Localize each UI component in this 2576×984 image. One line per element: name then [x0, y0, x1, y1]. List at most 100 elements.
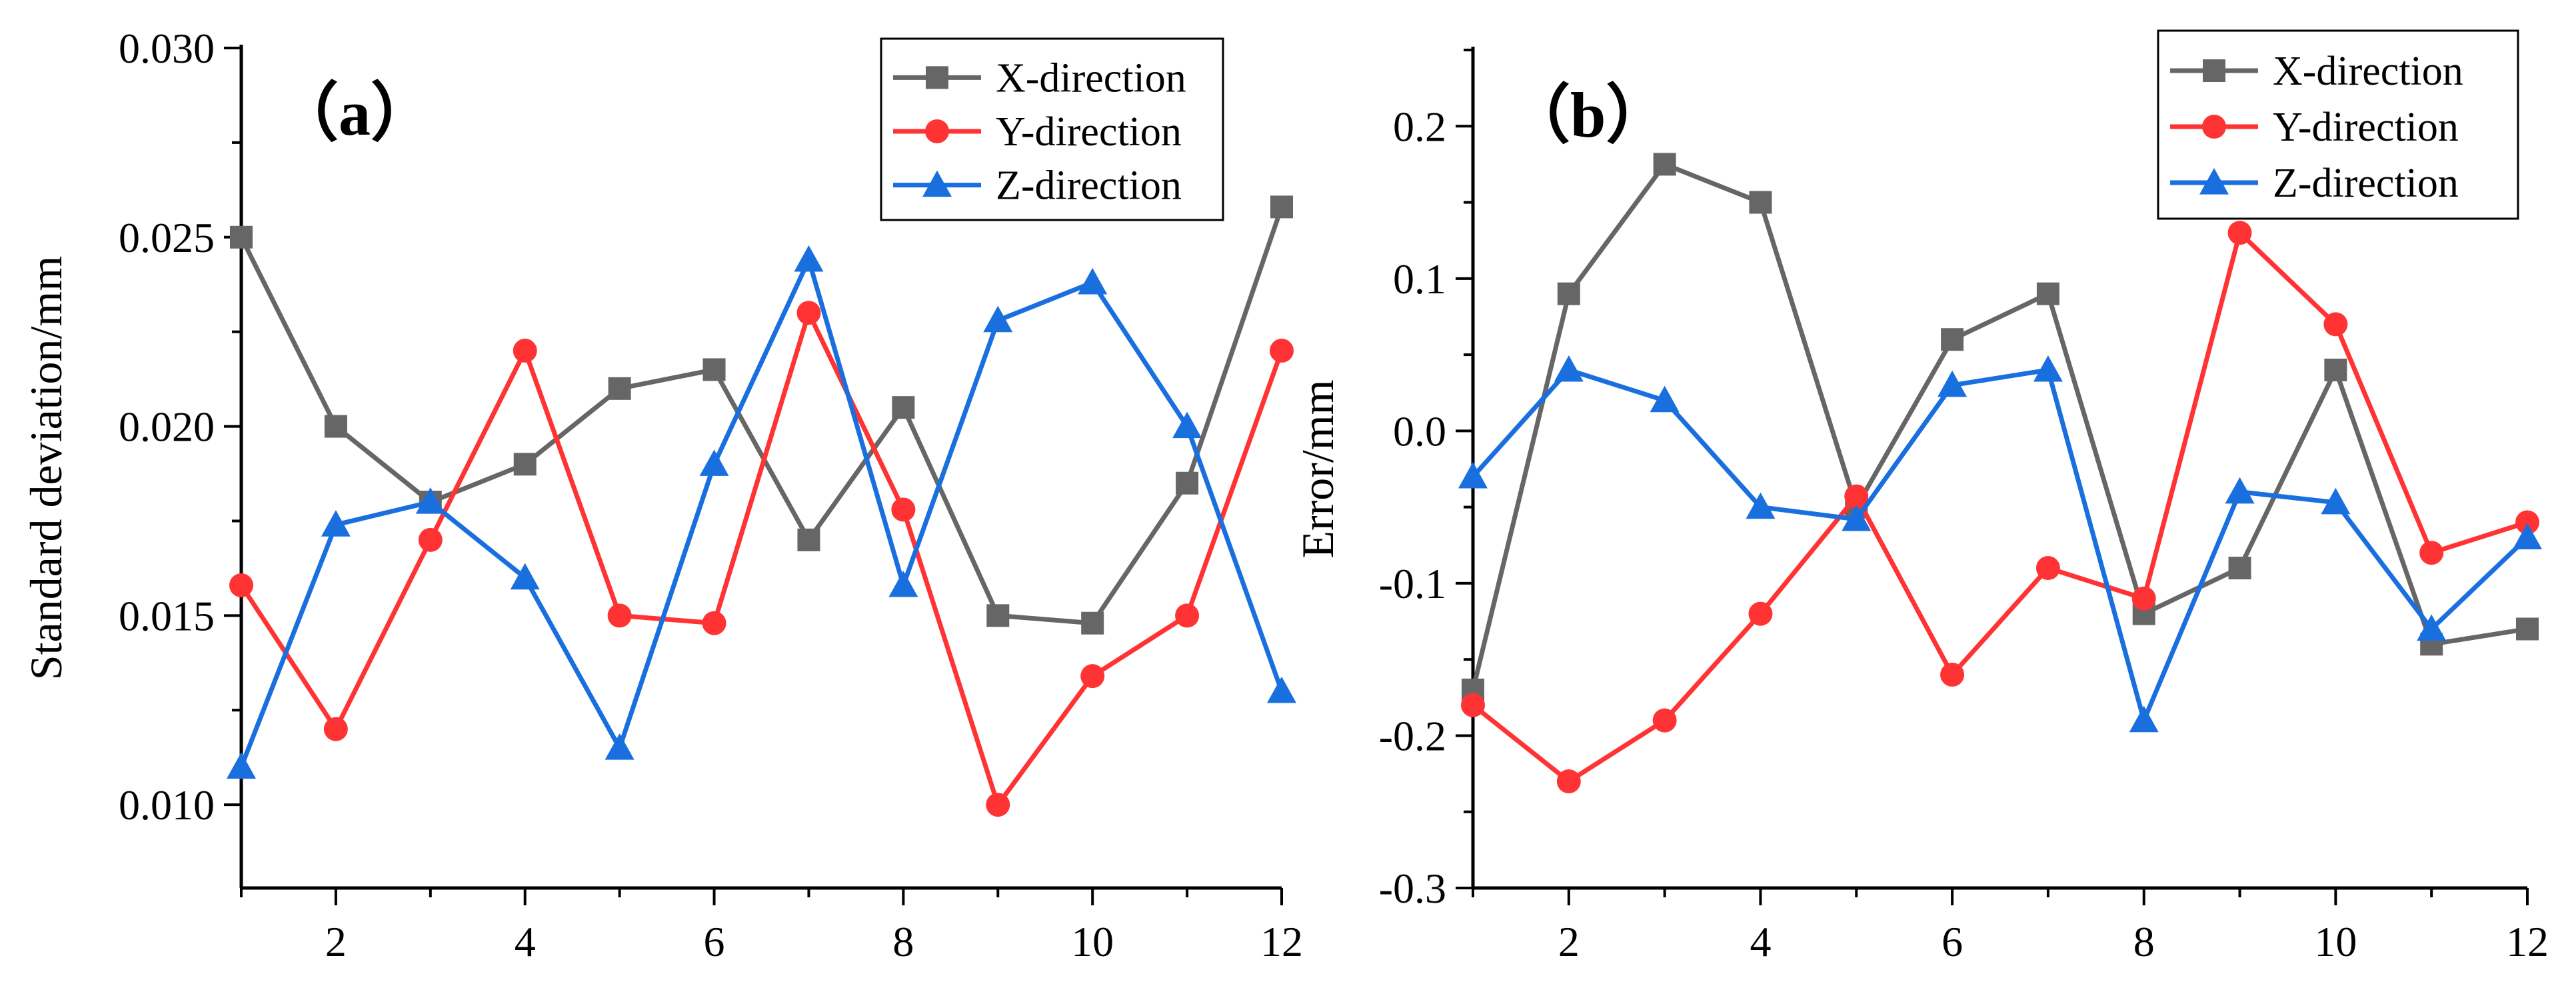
- y-tick-label: 0.2: [1393, 103, 1446, 150]
- data-point: [2513, 523, 2542, 549]
- data-point: [1749, 191, 1772, 214]
- data-point: [1556, 769, 1581, 794]
- data-point: [608, 377, 631, 400]
- y-tick-label: 0.020: [119, 403, 215, 451]
- data-point: [2516, 617, 2539, 641]
- series-y-direction: [1461, 221, 2539, 794]
- legend: X-direction Y-direction Z-direction: [880, 37, 1224, 221]
- y-tick-label: 0.025: [119, 214, 215, 261]
- data-point: [699, 449, 729, 476]
- data-point: [1941, 328, 1964, 351]
- legend-marker: [926, 66, 948, 89]
- x-tick-label: 2: [1558, 918, 1580, 965]
- data-point: [1270, 339, 1294, 363]
- legend: X-direction Y-direction Z-direction: [2157, 29, 2519, 220]
- series-y-direction: [229, 301, 1294, 817]
- y-tick-label: 0.1: [1393, 255, 1446, 303]
- data-point: [230, 225, 253, 249]
- data-point: [2228, 557, 2251, 580]
- legend-marker: [922, 170, 952, 197]
- data-point: [702, 611, 726, 635]
- legend-marker: [2202, 115, 2226, 139]
- data-point: [986, 793, 1010, 817]
- legend-entry: Y-direction: [893, 109, 1182, 155]
- legend-label: Y-direction: [996, 109, 1182, 155]
- y-tick-label: 0.015: [119, 592, 215, 639]
- chart-panel-a: 2 4 6 8 10 12 0.010 0.015 0.020 0.025 0.030 Standar…: [21, 25, 1303, 965]
- data-point: [1746, 492, 1776, 519]
- x-tick-label: 6: [704, 918, 725, 965]
- data-point: [2131, 586, 2156, 611]
- data-point: [2417, 614, 2447, 641]
- data-point: [1270, 195, 1293, 219]
- series-z-direction: [1458, 355, 2542, 733]
- data-point: [1081, 611, 1104, 635]
- data-point: [1937, 370, 1967, 397]
- series-line: [239, 206, 1284, 626]
- y-axis-title: Standard deviation/mm: [21, 256, 71, 680]
- legend-marker: [2199, 168, 2229, 195]
- legend-label: Z-direction: [2273, 161, 2459, 206]
- series-line: [239, 310, 1284, 807]
- data-point: [983, 305, 1013, 333]
- x-tick-label: 4: [515, 918, 536, 965]
- x-tick-label: 8: [892, 918, 914, 965]
- data-point: [321, 510, 351, 537]
- data-point: [1748, 601, 1773, 626]
- data-point: [2129, 705, 2159, 733]
- series-line: [239, 257, 1284, 768]
- data-point: [1653, 153, 1676, 176]
- data-point: [513, 339, 537, 363]
- legend-label: X-direction: [996, 55, 1186, 101]
- data-point: [324, 415, 347, 438]
- legend-marker: [925, 119, 949, 143]
- data-point: [1172, 411, 1202, 439]
- data-point: [794, 245, 824, 272]
- data-point: [891, 497, 916, 522]
- legend-entry: Z-direction: [2170, 161, 2459, 206]
- data-point: [1267, 676, 1296, 703]
- data-point: [796, 301, 821, 325]
- data-point: [888, 570, 918, 597]
- data-point: [1078, 267, 1108, 295]
- data-point: [1652, 708, 1677, 733]
- data-point: [2035, 556, 2060, 581]
- x-tick-label: 2: [325, 918, 347, 965]
- y-axis-title: Error/mm: [1292, 379, 1343, 558]
- data-point: [1175, 603, 1200, 628]
- data-point: [1458, 461, 1488, 489]
- data-point: [1842, 504, 1872, 531]
- data-point: [797, 528, 820, 551]
- legend-marker: [2203, 59, 2225, 82]
- y-tick-label: 0.0: [1393, 407, 1446, 455]
- x-tick-label: 4: [1750, 918, 1771, 965]
- data-point: [607, 603, 632, 628]
- data-point: [2419, 541, 2444, 565]
- data-point: [510, 563, 540, 590]
- data-point: [227, 752, 256, 779]
- chart-panel-b: 2 4 6 8 10 12 -0.3 -0.2 -0.1 0.0 0.1 0.2 Error/mm （b）…: [1292, 29, 2549, 965]
- data-point: [2324, 358, 2347, 381]
- data-point: [2036, 282, 2059, 305]
- data-point: [2225, 477, 2255, 504]
- data-point: [229, 573, 253, 597]
- legend-entry: X-direction: [893, 55, 1186, 101]
- data-point: [2321, 487, 2351, 515]
- data-point: [1554, 355, 1584, 382]
- legend-entry: Y-direction: [2170, 105, 2459, 150]
- data-point: [323, 717, 348, 741]
- y-tick-label: -0.1: [1379, 560, 1446, 607]
- data-point: [1461, 693, 1485, 717]
- panel-label: （a）: [275, 77, 435, 149]
- legend-label: Z-direction: [996, 163, 1182, 209]
- data-point: [1080, 664, 1105, 689]
- x-tick-label: 8: [2133, 918, 2155, 965]
- x-tick-label: 10: [1071, 918, 1114, 965]
- series-line: [1471, 367, 2529, 723]
- series-x-direction: [1462, 153, 2539, 701]
- data-point: [2227, 221, 2252, 245]
- series-z-direction: [227, 245, 1296, 779]
- data-point: [605, 733, 635, 760]
- data-point: [1557, 282, 1580, 305]
